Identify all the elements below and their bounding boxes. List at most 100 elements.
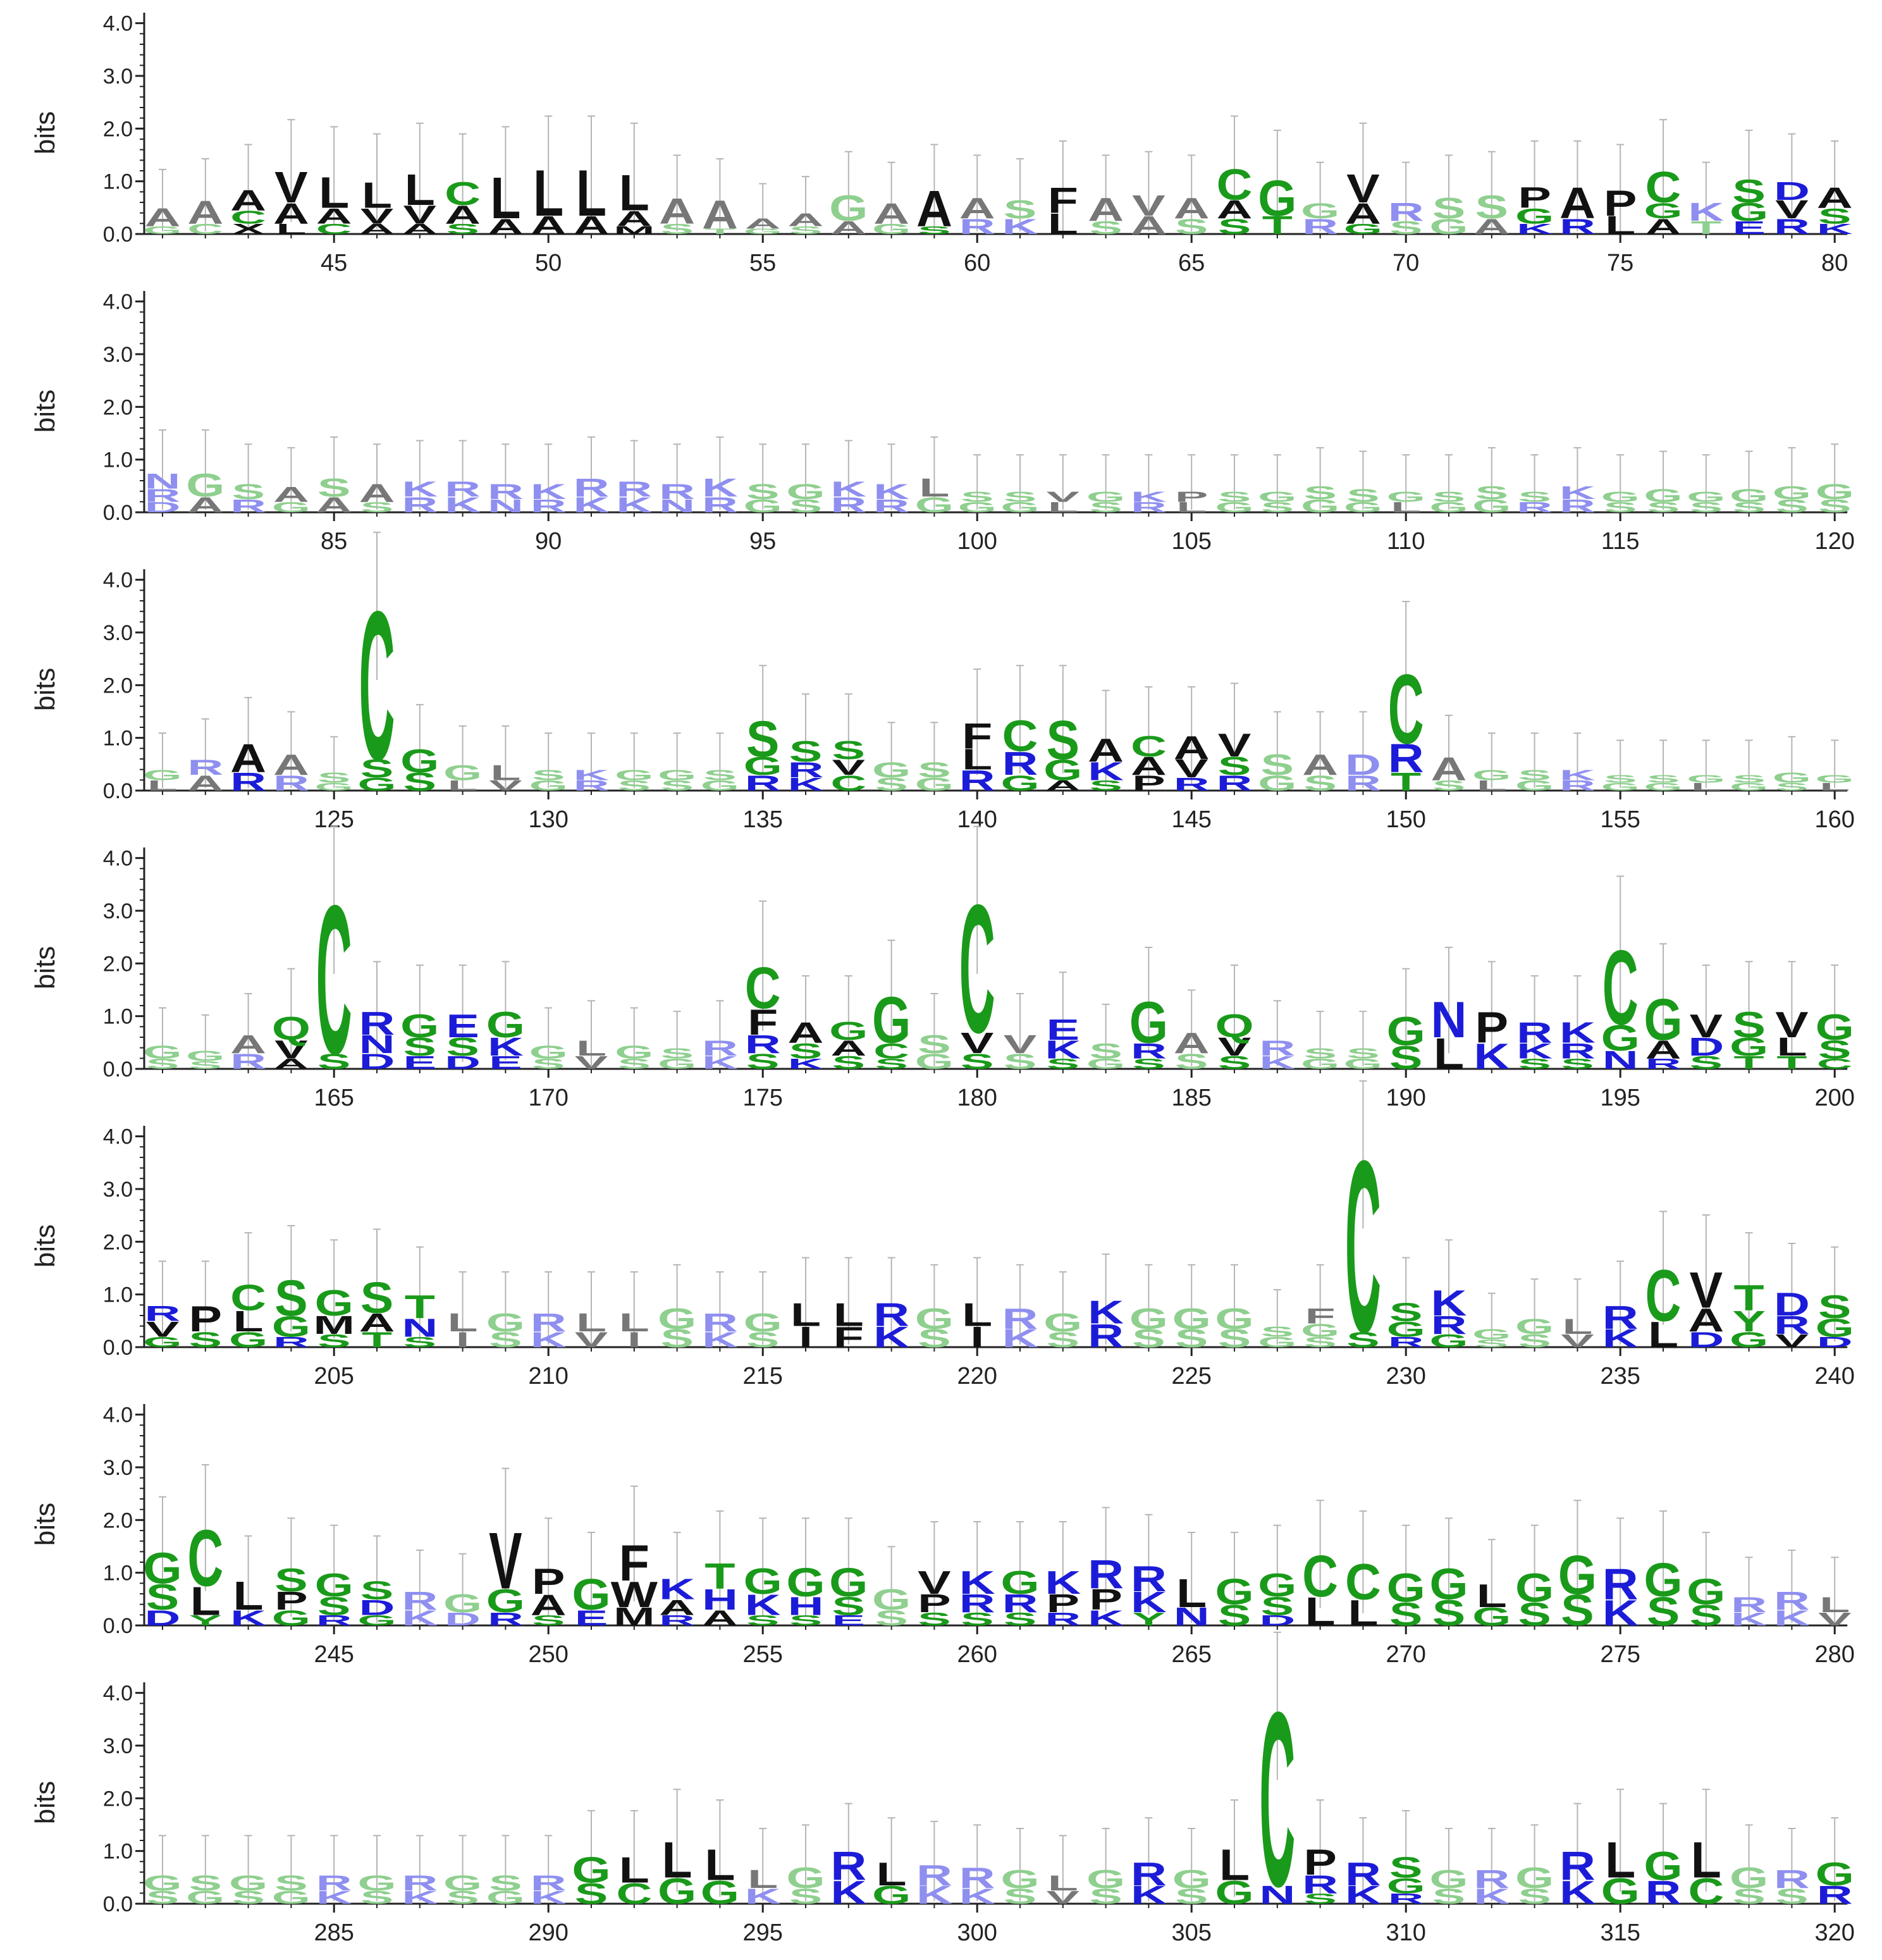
logo-letter: G	[1172, 1302, 1211, 1335]
logo-letter: S	[446, 221, 479, 237]
logo-letter: G	[1429, 1865, 1468, 1894]
logo-letter: K	[1602, 1592, 1639, 1633]
logo-letter: R	[488, 1609, 524, 1630]
logo-letter: G	[1601, 780, 1640, 792]
logo-letter: G	[1773, 483, 1811, 503]
logo-letter: R	[959, 1589, 995, 1618]
logo-letter: S	[1303, 1045, 1337, 1062]
logo-letter: I	[799, 1321, 813, 1353]
logo-letter: C	[1817, 1056, 1853, 1072]
logo-letter: F	[619, 1534, 649, 1591]
logo-letter: A	[1174, 1026, 1210, 1059]
logo-letter: S	[1047, 709, 1080, 770]
logo-letter: A	[1131, 211, 1167, 240]
logo-letter: E	[446, 1008, 479, 1045]
logo-letter: K	[702, 1328, 738, 1352]
logo-letter: P	[189, 1298, 223, 1339]
logo-letter: S	[532, 1612, 565, 1629]
logo-letter: S	[317, 770, 351, 786]
logo-letter: G	[615, 767, 653, 784]
logo-letter: A	[659, 1595, 695, 1620]
logo-letter: S	[1732, 773, 1766, 785]
logo-letter: K	[1516, 221, 1553, 237]
logo-letter: T	[704, 228, 735, 236]
logo-letter: R	[959, 1861, 995, 1894]
logo-letter: S	[1561, 1056, 1594, 1072]
x-tick-label: 250	[528, 1641, 568, 1668]
logo-letter: A	[916, 180, 952, 237]
logo-letter: A	[273, 748, 309, 781]
x-tick-label: 260	[957, 1641, 997, 1668]
logo-letter: R	[1174, 774, 1210, 795]
logo-letter: G	[1644, 1554, 1682, 1607]
logo-letter: R	[1516, 1016, 1553, 1049]
logo-letter: S	[532, 1056, 565, 1072]
x-tick-label: 50	[535, 250, 562, 276]
logo-letter: S	[274, 1871, 308, 1895]
logo-letter: P	[532, 1560, 565, 1601]
logo-letter: A	[273, 1056, 309, 1072]
logo-letter: C	[1302, 1544, 1338, 1609]
logo-letter: S	[1346, 1045, 1380, 1062]
logo-letter: S	[1647, 1589, 1680, 1634]
logo-letter: G	[315, 780, 354, 792]
logo-letter: S	[146, 1887, 180, 1908]
logo-letter: V	[1346, 166, 1380, 211]
logo-letter: L	[147, 777, 178, 794]
logo-letter: K	[1259, 1052, 1295, 1073]
logo-letter: G	[186, 467, 224, 504]
logo-letter: A	[1559, 178, 1596, 228]
logo-letter: C	[745, 956, 781, 1021]
logo-letter: H	[788, 1592, 824, 1620]
logo-letter: A	[1645, 1035, 1682, 1064]
logo-letter: S	[1346, 485, 1380, 506]
logo-letter: K	[445, 493, 481, 517]
logo-letter: K	[1088, 1294, 1124, 1331]
logo-letter: K	[1516, 1039, 1553, 1063]
logo-letter: G	[658, 1870, 696, 1911]
logo-letter: A	[359, 479, 395, 507]
logo-letter: L	[619, 164, 649, 221]
logo-letter: N	[402, 1314, 438, 1342]
logo-letter: A	[230, 184, 266, 217]
logo-letter: S	[918, 758, 951, 782]
logo-letter: S	[1303, 1334, 1337, 1350]
logo-letter: S	[532, 767, 565, 784]
logo-letter: S	[1775, 780, 1809, 792]
logo-letter: K	[1559, 1016, 1596, 1049]
y-tick-label: 1.0	[103, 1283, 133, 1307]
logo-letter: S	[1047, 1328, 1080, 1352]
logo-letter: T	[362, 1328, 392, 1352]
logo-letter: E	[403, 1052, 437, 1073]
logo-letter: K	[1088, 757, 1124, 786]
logo-letter: L	[233, 1305, 264, 1338]
logo-letter: I	[970, 1321, 984, 1353]
logo-letter: S	[1818, 204, 1852, 228]
logo-letter: R	[1388, 198, 1424, 226]
logo-letter: G	[744, 228, 782, 236]
x-tick-label: 145	[1171, 806, 1211, 833]
logo-letter: G	[701, 1875, 739, 1911]
logo-letter: G	[744, 752, 782, 780]
logo-letter: G	[829, 187, 868, 228]
logo-letter: L	[1605, 1831, 1635, 1888]
logo-letter: L	[1819, 780, 1850, 792]
logo-letter: C	[1645, 163, 1682, 212]
logo-letter: G	[186, 1048, 224, 1064]
logo-letter: G	[443, 1871, 482, 1895]
logo-letter: C	[187, 221, 223, 237]
y-tick-label: 4.0	[103, 1125, 133, 1149]
logo-letter: N	[488, 496, 524, 517]
logo-letter: R	[316, 1871, 352, 1895]
y-tick-label: 3.0	[103, 1456, 133, 1480]
logo-letter: S	[746, 479, 780, 504]
logo-letter: R	[702, 1309, 738, 1337]
logo-letter: G	[143, 1544, 181, 1593]
y-axis-label: bits	[30, 1224, 61, 1267]
logo-letter: G	[400, 743, 439, 780]
logo-letter: E	[489, 1052, 522, 1073]
logo-letter: S	[660, 221, 694, 237]
x-tick-label: 195	[1600, 1085, 1640, 1111]
logo-letter: L	[1176, 499, 1207, 515]
logo-letter: K	[1088, 1606, 1124, 1630]
